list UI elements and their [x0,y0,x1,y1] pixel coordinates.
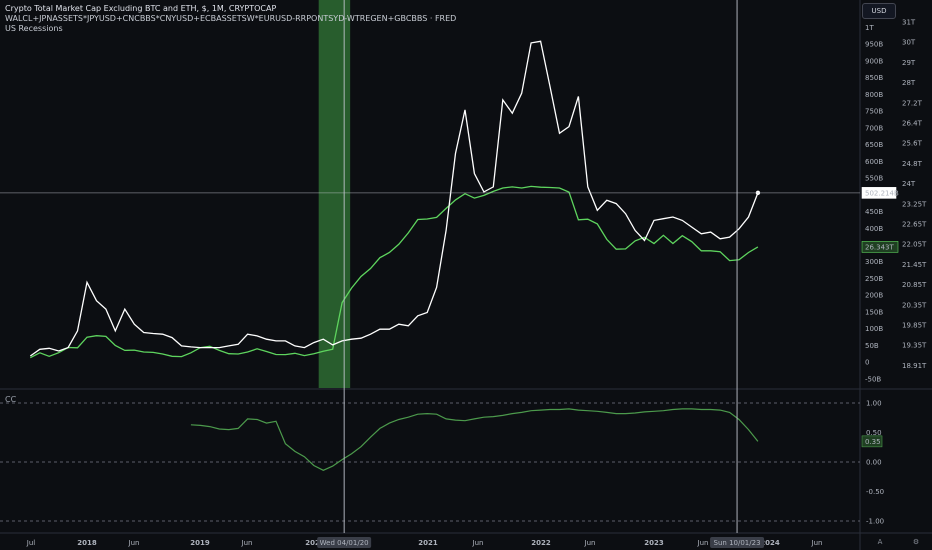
left-axis-tick-label: 0 [865,359,869,367]
cc-axis-tick-label: 1.00 [866,400,882,408]
time-axis-tick-label: Jun [811,539,823,547]
time-axis-tick-label: 2018 [77,539,97,547]
right-axis-tick-label: 28T [902,79,916,87]
cc-legend[interactable]: CC [5,395,17,404]
cc-last-value-label-bg [861,435,883,448]
recession-band [318,0,351,388]
left-axis-tick-label: 950B [865,41,883,49]
liquidity-legend[interactable]: WALCL+JPNASSETS*JPYUSD+CNCBBS*CNYUSD+ECB… [5,14,457,23]
right-axis-tick-label: 23.25T [902,200,927,208]
right-axis-tick-label: 19.35T [902,342,927,350]
right-axis-tick-label: 22.05T [902,241,927,249]
cc-axis-tick-label: 0.50 [866,429,882,437]
left-axis-tick-label: 450B [865,208,883,216]
cc-axis-tick-label: -0.50 [866,488,884,496]
liquidity-last-value-label-bg [861,241,899,253]
main-pane [0,0,860,388]
right-axis-tick-label: 31T [902,19,916,27]
left-axis-tick-label: 550B [865,175,883,183]
altcap-last-value-label-bg [861,187,897,199]
currency-unit-button[interactable]: USD [862,3,896,19]
time-axis-tick-label: 2024 [760,539,780,547]
cc-axis-tick-label: 0.00 [866,459,882,467]
left-axis-tick-label: 300B [865,258,883,266]
right-axis-tick-label: 24.8T [902,160,923,168]
left-axis-tick-label: 600B [865,158,883,166]
left-axis-tick-label: 650B [865,141,883,149]
right-axis-tick-label: 21.45T [902,261,927,269]
crosshair-date-label-1-bg [317,537,372,548]
right-axis-tick-label: 19.85T [902,322,927,330]
left-axis-tick-label: -50B [865,375,881,383]
left-axis-tick-label: 200B [865,292,883,300]
right-axis-tick-label: 20.35T [902,301,927,309]
time-axis-tick-label: 2022 [531,539,551,547]
liquidity-series-line [30,185,759,359]
liquidity-last-value-label: 26.343T [865,243,894,251]
altcap-series-line [29,40,759,357]
crosshair-date-label-1: Wed 04/01/20 [320,539,369,547]
time-axis-tick-label: 2023 [644,539,664,547]
time-axis-tick-label: Jun [241,539,253,547]
right-axis-tick-label: 20.85T [902,281,927,289]
cc-series-line [190,408,759,471]
crosshair-date-label-2: Sun 10/01/23 [714,539,761,547]
right-axis-tick-label: 27.2T [902,99,923,107]
right-axis-tick-label: 18.91T [902,362,927,370]
left-axis-tick-label: 100B [865,325,883,333]
time-axis-tick-label: Jun [472,539,484,547]
right-axis-tick-label: 30T [902,39,916,47]
time-axis-tick-label: 2021 [418,539,438,547]
left-axis-tick-label: 400B [865,225,883,233]
right-axis-tick-label: 25.6T [902,140,923,148]
right-axis-tick-label: 22.65T [902,221,927,229]
time-axis-tick-label: 2020 [305,539,325,547]
title-legend[interactable]: Crypto Total Market Cap Excluding BTC an… [5,4,277,13]
right-axis-tick-label: 29T [902,59,916,67]
cc-axis-tick-label: -1.00 [866,518,884,526]
time-axis-tick-label: Jun [584,539,596,547]
left-axis-tick-label: 850B [865,74,883,82]
left-axis-tick-label: 900B [865,57,883,65]
left-axis-tick-label: 50B [865,342,879,350]
left-axis-tick-label: 700B [865,124,883,132]
left-axis-tick-label: 150B [865,308,883,316]
time-axis-tick-label: 2019 [190,539,210,547]
time-axis-tick-label: Jun [697,539,709,547]
left-axis-tick-label: 750B [865,108,883,116]
time-axis-tick-label: Jun [128,539,140,547]
settings-gear-icon[interactable]: ⚙ [912,538,920,546]
time-axis-tick-label: Jul [26,539,36,547]
right-axis-tick-label: 24T [902,180,916,188]
left-axis-tick-label: 1T [865,24,874,32]
left-axis-tick-label: 800B [865,91,883,99]
right-axis-tick-label: 26.4T [902,120,923,128]
left-axis-tick-label: 250B [865,275,883,283]
crosshair-date-label-2-bg [710,537,765,548]
recessions-legend[interactable]: US Recessions [5,24,63,33]
auto-scale-button[interactable]: A [877,538,883,546]
cc-last-value-label: 0.35 [865,438,881,446]
altcap-last-value-label: 502.214B [865,189,899,197]
